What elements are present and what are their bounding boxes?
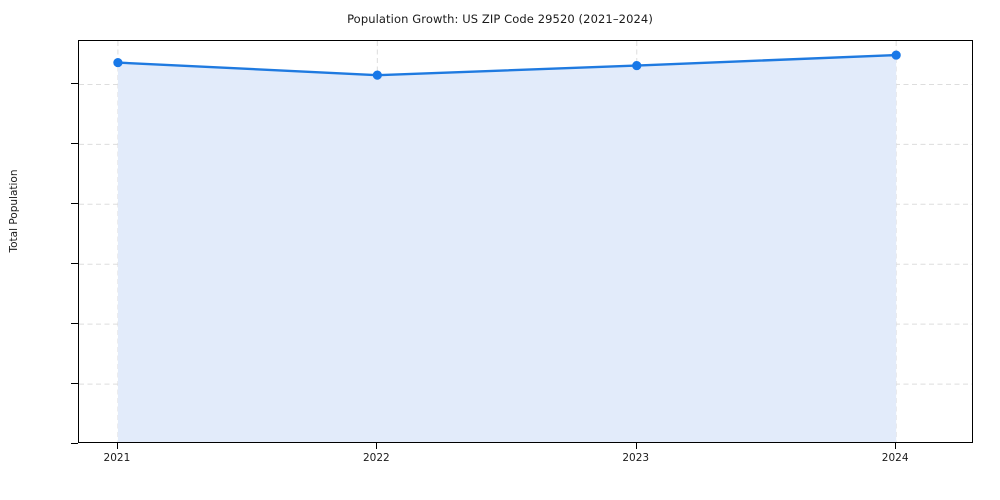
y-axis-label: Total Population [8, 169, 20, 253]
y-tick-mark [71, 263, 78, 265]
x-tick-label: 2023 [622, 452, 650, 464]
x-tick-mark [116, 443, 118, 449]
data-markers [113, 50, 901, 80]
chart-title: Population Growth: US ZIP Code 29520 (20… [347, 12, 653, 26]
x-tick-label: 2021 [103, 452, 131, 464]
x-tick-mark [895, 443, 897, 449]
y-tick-mark [71, 203, 78, 205]
y-tick-mark [71, 323, 78, 325]
x-tick-mark [635, 443, 637, 449]
x-tick-label: 2024 [881, 452, 909, 464]
y-tick-mark [71, 443, 78, 444]
x-tick-mark [376, 443, 378, 449]
plot-area [78, 40, 973, 443]
y-tick-mark [71, 383, 78, 385]
data-line [116, 53, 898, 77]
area-fill [117, 55, 897, 442]
y-tick-mark [71, 143, 78, 145]
x-tick-label: 2022 [362, 452, 390, 464]
y-tick-mark [71, 83, 78, 85]
plot-canvas [79, 41, 972, 442]
